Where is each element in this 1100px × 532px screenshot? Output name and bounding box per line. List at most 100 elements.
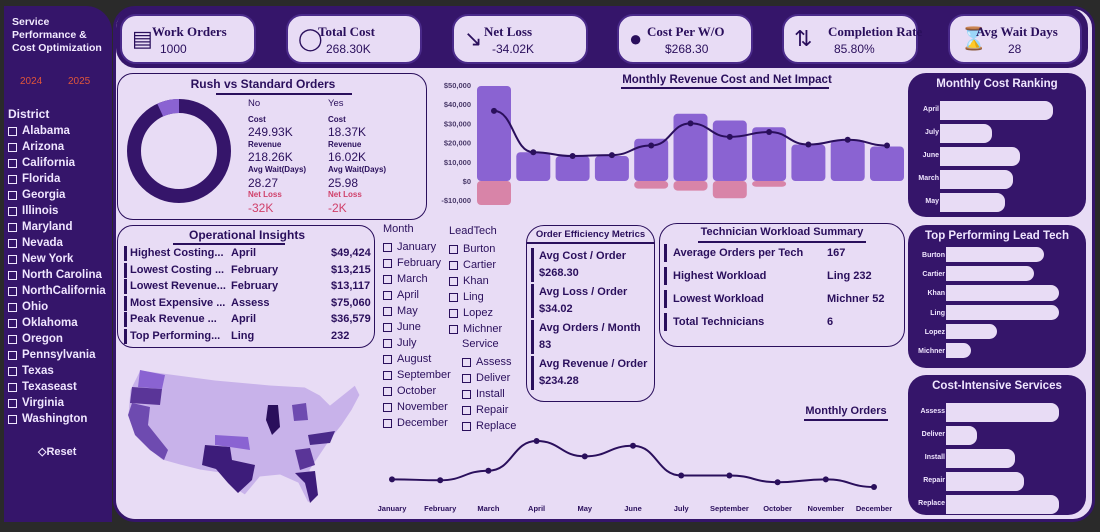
bar-install[interactable]	[946, 449, 1016, 468]
slicer-option[interactable]: Replace	[462, 418, 516, 434]
checkbox[interactable]	[8, 190, 17, 200]
bar-khan[interactable]	[946, 285, 1059, 301]
checkbox[interactable]	[449, 276, 458, 286]
orders-point[interactable]	[533, 438, 540, 444]
net-loss-bar[interactable]	[477, 181, 511, 205]
slicer-option[interactable]: August	[383, 351, 451, 367]
california-region[interactable]	[128, 403, 168, 460]
orders-point[interactable]	[726, 472, 733, 479]
checkbox[interactable]	[383, 258, 392, 268]
slicer-option[interactable]: February	[383, 255, 451, 271]
checkbox[interactable]	[449, 324, 458, 334]
district-option[interactable]: Alabama	[8, 123, 106, 139]
northcarolina-region[interactable]	[308, 431, 335, 445]
district-option[interactable]: Oregon	[8, 331, 106, 347]
checkbox[interactable]	[462, 357, 471, 367]
reset-button[interactable]: ◇Reset	[38, 446, 77, 458]
bar-michner[interactable]	[946, 343, 972, 359]
checkbox[interactable]	[449, 292, 458, 302]
district-option[interactable]: California	[8, 155, 106, 171]
checkbox[interactable]	[8, 318, 17, 328]
checkbox[interactable]	[449, 308, 458, 318]
revenue-bar[interactable]	[477, 85, 511, 181]
bar-july[interactable]	[940, 124, 992, 143]
revenue-bar[interactable]	[791, 144, 826, 181]
district-option[interactable]: Arizona	[8, 139, 106, 155]
slicer-option[interactable]: Cartier	[449, 257, 502, 273]
orders-point[interactable]	[822, 476, 829, 483]
checkbox[interactable]	[8, 158, 17, 168]
orders-point[interactable]	[871, 484, 877, 490]
checkbox[interactable]	[8, 206, 17, 216]
slicer-option[interactable]: December	[383, 415, 451, 431]
bar-deliver[interactable]	[946, 426, 978, 445]
orders-point[interactable]	[630, 442, 636, 449]
orders-point[interactable]	[485, 467, 492, 474]
cost-point[interactable]	[608, 152, 615, 159]
district-option[interactable]: NorthCalifornia	[8, 283, 106, 299]
bar-burton[interactable]	[946, 247, 1044, 263]
checkbox[interactable]	[383, 338, 392, 348]
checkbox[interactable]	[8, 254, 17, 264]
district-option[interactable]: Florida	[8, 171, 106, 187]
revenue-bar[interactable]	[594, 156, 629, 181]
checkbox[interactable]	[383, 290, 392, 300]
oklahoma-region[interactable]	[215, 435, 250, 450]
checkbox[interactable]	[8, 398, 17, 408]
bar-cartier[interactable]	[946, 266, 1034, 282]
checkbox[interactable]	[383, 322, 392, 332]
ohio-region[interactable]	[292, 403, 308, 421]
revenue-bar[interactable]	[712, 120, 747, 181]
checkbox[interactable]	[383, 354, 392, 364]
checkbox[interactable]	[8, 334, 17, 344]
checkbox[interactable]	[8, 366, 17, 376]
slicer-option[interactable]: Deliver	[462, 370, 516, 386]
district-option[interactable]: Washington	[8, 411, 106, 427]
revenue-bar[interactable]	[555, 156, 590, 181]
donut-slice-no[interactable]	[127, 99, 231, 203]
slicer-option[interactable]: Michner	[449, 321, 502, 337]
cost-point[interactable]	[844, 136, 851, 143]
revenue-bar[interactable]	[752, 127, 787, 181]
net-loss-bar[interactable]	[712, 181, 747, 199]
slicer-option[interactable]: Repair	[462, 402, 516, 418]
bar-ling[interactable]	[946, 304, 1059, 320]
district-option[interactable]: Ohio	[8, 299, 106, 315]
checkbox[interactable]	[8, 238, 17, 248]
checkbox[interactable]	[8, 174, 17, 184]
checkbox[interactable]	[383, 386, 392, 396]
cost-point[interactable]	[726, 133, 733, 140]
slicer-option[interactable]: October	[383, 383, 451, 399]
checkbox[interactable]	[383, 242, 392, 252]
checkbox[interactable]	[8, 126, 17, 136]
checkbox[interactable]	[462, 405, 471, 415]
checkbox[interactable]	[462, 389, 471, 399]
checkbox[interactable]	[383, 274, 392, 284]
district-option[interactable]: Pennsylvania	[8, 347, 106, 363]
revenue-bar[interactable]	[830, 140, 865, 181]
checkbox[interactable]	[449, 260, 458, 270]
year-2024-button[interactable]: 2024	[20, 76, 43, 87]
revenue-bar[interactable]	[516, 152, 551, 181]
cost-point[interactable]	[766, 129, 773, 136]
texas-region[interactable]	[202, 445, 255, 493]
bar-june[interactable]	[940, 147, 1021, 166]
orders-point[interactable]	[389, 476, 395, 483]
net-loss-bar[interactable]	[634, 181, 669, 189]
district-option[interactable]: Oklahoma	[8, 315, 106, 331]
slicer-option[interactable]: June	[383, 319, 451, 335]
checkbox[interactable]	[383, 370, 392, 380]
orders-point[interactable]	[581, 453, 588, 460]
slicer-option[interactable]: Install	[462, 386, 516, 402]
bar-repair[interactable]	[946, 472, 1024, 491]
checkbox[interactable]	[8, 382, 17, 392]
district-option[interactable]: Virginia	[8, 395, 106, 411]
district-option[interactable]: Texaseast	[8, 379, 106, 395]
net-loss-bar[interactable]	[752, 181, 787, 187]
cost-point[interactable]	[648, 142, 655, 149]
oregon-region[interactable]	[130, 387, 162, 405]
slicer-option[interactable]: Burton	[449, 241, 502, 257]
district-option[interactable]: North Carolina	[8, 267, 106, 283]
bar-may[interactable]	[940, 193, 1005, 212]
district-option[interactable]: Illinois	[8, 203, 106, 219]
